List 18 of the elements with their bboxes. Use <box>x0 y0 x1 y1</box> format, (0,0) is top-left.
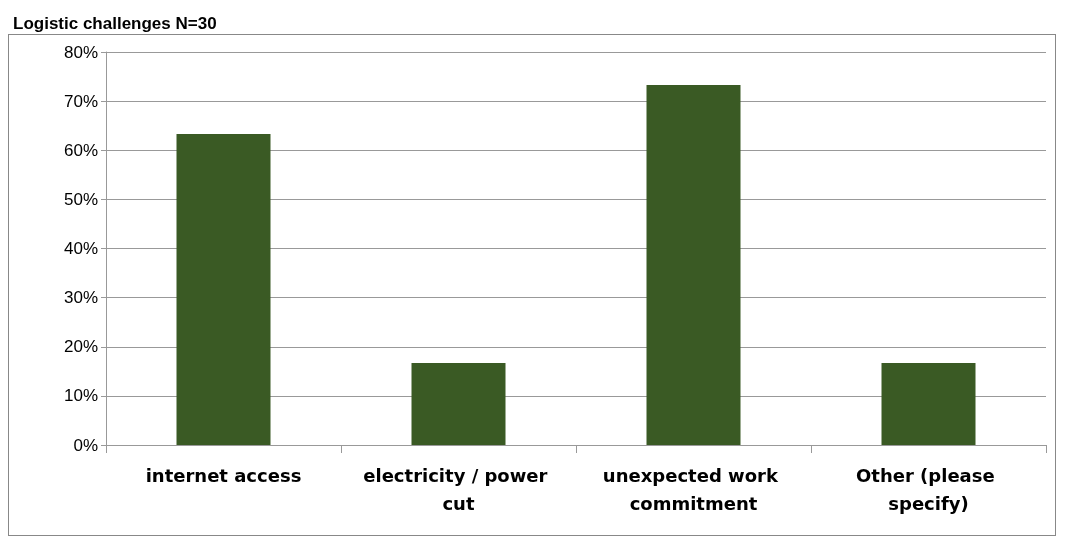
bar <box>881 362 976 445</box>
x-tick-label: electricity / power cut <box>363 464 554 514</box>
bar <box>646 84 741 445</box>
x-tick-label: unexpected work commitment <box>602 464 785 514</box>
y-tick-label: 20% <box>63 337 98 357</box>
x-tick-label: internet access <box>145 464 302 486</box>
y-tick-label: 80% <box>63 42 98 62</box>
y-tick-label: 0% <box>73 435 98 455</box>
y-tick-label: 50% <box>63 189 98 209</box>
bar <box>411 362 506 445</box>
y-tick-label: 60% <box>63 140 98 160</box>
bar <box>176 134 271 445</box>
x-tick-label: Other (please specify) <box>856 464 1001 514</box>
chart-title: Logistic challenges N=30 <box>13 14 217 33</box>
y-tick-label: 70% <box>63 91 98 111</box>
y-tick-label: 30% <box>63 288 98 308</box>
y-tick-label: 40% <box>63 239 98 258</box>
y-tick-label: 10% <box>63 386 98 406</box>
